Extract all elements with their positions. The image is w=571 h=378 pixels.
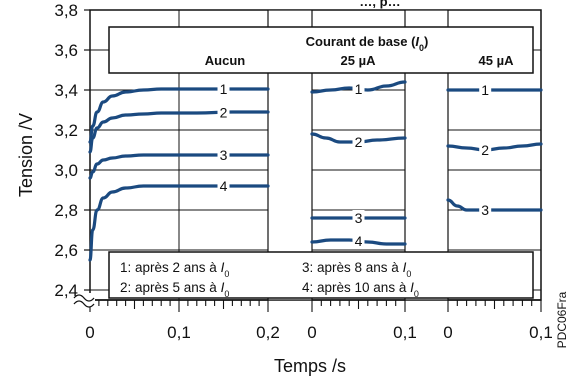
header-column-label: Aucun xyxy=(205,53,246,68)
y-tick-label: 2,8 xyxy=(54,201,78,220)
series-label-2: 2 xyxy=(481,142,489,158)
series-label-2: 2 xyxy=(355,134,363,150)
watermark-code: PDC06Fra xyxy=(555,291,569,348)
series-line-2 xyxy=(88,110,270,154)
x-tick-label: 0 xyxy=(443,323,452,342)
x-tick-label: 0,1 xyxy=(529,323,553,342)
series-label-bg xyxy=(352,233,365,248)
y-tick-label: 3,0 xyxy=(54,161,78,180)
legend-entry-2: 2: après 5 ans à I0 xyxy=(120,280,229,299)
series-label-4: 4 xyxy=(220,178,228,194)
series-line-4 xyxy=(88,184,270,262)
y-axis-label: Tension /V xyxy=(16,113,36,197)
y-tick-label: 3,2 xyxy=(54,121,78,140)
series-lines: 1 2 3 4 1 2 3 4 1 2 3 xyxy=(88,80,543,262)
series-label-bg xyxy=(352,81,365,96)
series-label-bg xyxy=(217,147,230,162)
y-tick-label: 3,6 xyxy=(54,41,78,60)
series-line-3 xyxy=(88,153,270,180)
series-label-bg xyxy=(479,82,492,97)
legend-entry-4: 4: après 10 ans à I0 xyxy=(302,280,419,299)
series-line-1 xyxy=(88,87,270,144)
series-label-3: 3 xyxy=(481,202,489,218)
y-tick-label: 3,8 xyxy=(54,1,78,20)
series-label-bg xyxy=(352,134,365,149)
legend: 1: après 2 ans à I02: après 5 ans à I0 3:… xyxy=(108,251,534,299)
series-label-bg xyxy=(352,210,365,225)
x-tick-label: 0,2 xyxy=(256,323,280,342)
chart-title: …, p… xyxy=(359,0,400,9)
legend-box xyxy=(108,251,534,299)
y-tick-label: 2,4 xyxy=(54,281,78,300)
header-box-frame xyxy=(108,26,534,74)
series-line-2 xyxy=(310,132,407,144)
x-tick-label: 0,1 xyxy=(167,323,191,342)
header-box: Courant de base (I0) Aucun 25 µA 45 µA xyxy=(108,26,534,74)
series-label-bg xyxy=(217,81,230,96)
series-label-1: 1 xyxy=(355,81,363,97)
series-label-1: 1 xyxy=(220,81,228,97)
series-label-bg xyxy=(217,104,230,120)
series-label-3: 3 xyxy=(220,147,228,163)
series-label-1: 1 xyxy=(481,82,489,98)
series-label-bg xyxy=(479,202,492,217)
header-title: Courant de base (I0) xyxy=(306,34,429,53)
x-tick-label: 0 xyxy=(307,323,316,342)
series-label-3: 3 xyxy=(355,210,363,226)
axes: 2,4 2,6 2,8 3,0 3,2 3,4 3,6 3,8 0 0,1 0,2 0 0,1 0 0,1 xyxy=(54,1,552,342)
y-tick-label: 3,4 xyxy=(54,81,78,100)
series-label-2: 2 xyxy=(220,104,228,120)
legend-entry-1: 1: après 2 ans à I0 xyxy=(120,260,229,279)
series-label-4: 4 xyxy=(355,233,363,249)
x-axis-label: Temps /s xyxy=(274,356,346,376)
x-tick-label: 0,1 xyxy=(393,323,417,342)
header-column-label: 45 µA xyxy=(479,53,515,68)
legend-entry-3: 3: après 8 ans à I0 xyxy=(302,260,411,279)
series-label-bg xyxy=(217,178,230,193)
series-line-2 xyxy=(446,142,543,152)
header-column-label: 25 µA xyxy=(341,53,377,68)
x-tick-label: 0 xyxy=(85,323,94,342)
y-tick-label: 2,6 xyxy=(54,241,78,260)
series-label-bg xyxy=(479,142,492,157)
axis-break-mark xyxy=(73,294,95,308)
axis-break-gap xyxy=(85,293,95,307)
